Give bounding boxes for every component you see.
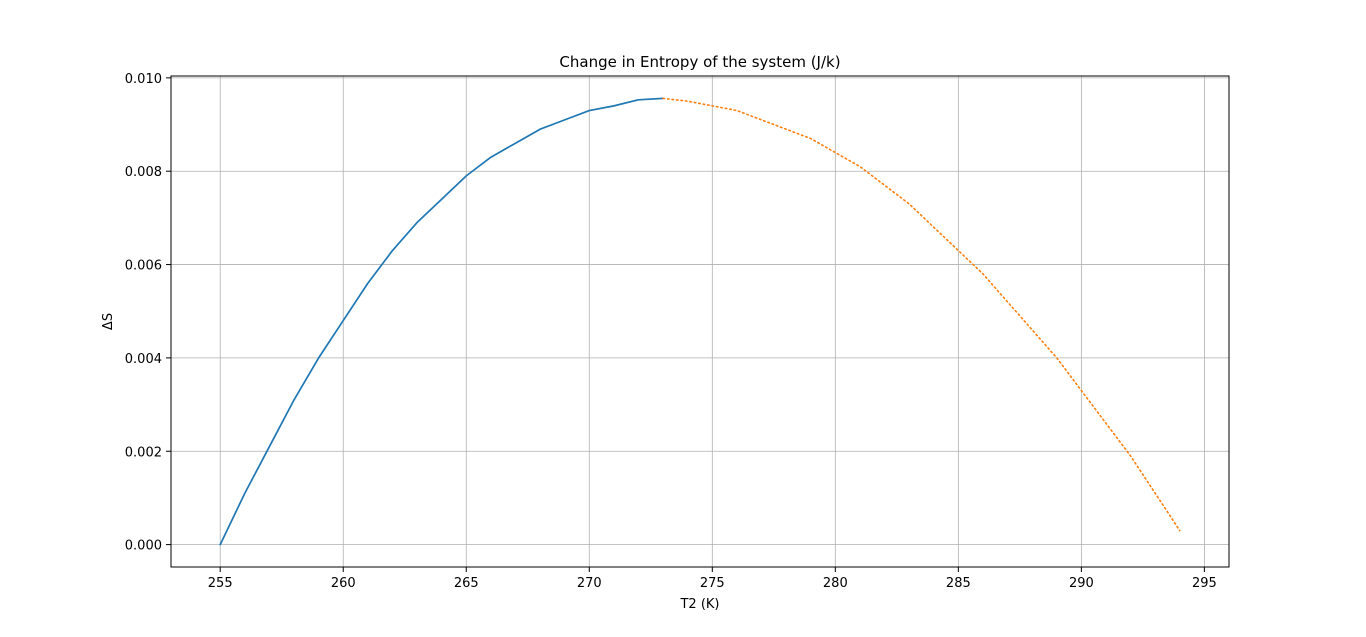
x-tick-label: 265 <box>454 576 479 591</box>
y-tick-label: 0.010 <box>125 72 162 87</box>
grid <box>171 76 1229 567</box>
y-tick-label: 0.002 <box>125 445 162 460</box>
x-tick-label: 255 <box>208 576 233 591</box>
x-tick-label: 280 <box>823 576 848 591</box>
series-layer <box>219 97 1181 546</box>
x-tick-label: 270 <box>577 576 602 591</box>
axis-ticks: 255 260 265 270 275 280 285 290 295 0.000 0.002 0.0… <box>125 72 1217 591</box>
x-axis-title: T2 (K) <box>679 597 719 612</box>
plot-area-frame <box>170 75 1230 568</box>
y-axis-title: ΔS <box>101 313 116 330</box>
x-tick-label: 285 <box>946 576 971 591</box>
y-tick-label: 0.006 <box>125 259 162 274</box>
chart-title: Change in Entropy of the system (J/k) <box>559 53 840 71</box>
y-tick-label: 0.004 <box>125 352 162 367</box>
y-tick-label: 0.008 <box>125 165 162 180</box>
x-tick-label: 295 <box>1192 576 1217 591</box>
x-tick-label: 290 <box>1069 576 1094 591</box>
series-line-2 <box>662 97 1181 532</box>
y-tick-label: 0.000 <box>125 539 162 554</box>
series-line-1 <box>219 97 664 546</box>
x-tick-label: 275 <box>700 576 725 591</box>
x-tick-label: 260 <box>331 576 356 591</box>
